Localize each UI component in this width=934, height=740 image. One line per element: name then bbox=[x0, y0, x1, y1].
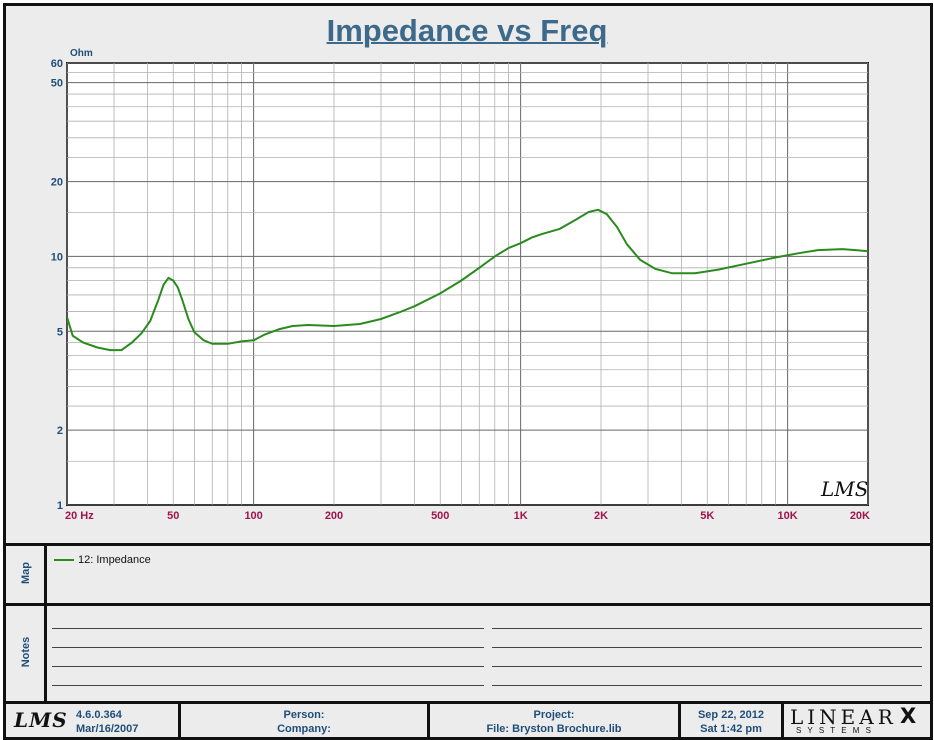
footer-project-cell: Project: File: Bryston Brochure.lib bbox=[430, 704, 681, 737]
footer: LMS 4.6.0.364 Mar/16/2007 Person: Compan… bbox=[6, 704, 930, 737]
x-tick-label: 10K bbox=[778, 510, 798, 522]
y-tick-label: 50 bbox=[51, 78, 63, 90]
note-line[interactable] bbox=[492, 685, 922, 686]
y-tick-label: 5 bbox=[57, 326, 63, 338]
map-section: Map 12: Impedance bbox=[6, 543, 930, 606]
x-tick-label: 500 bbox=[431, 510, 449, 522]
project-label: Project: bbox=[533, 709, 575, 721]
time: Sat 1:42 pm bbox=[700, 723, 762, 735]
date: Sep 22, 2012 bbox=[697, 709, 765, 721]
chart-panel: 60 50 20 10 5 2 1 20 Hz 50 100 200 500 1K 2K 5K 10K 20K… bbox=[6, 6, 930, 546]
x-tick-label: 200 bbox=[325, 510, 343, 522]
x-tick-labels: 20 Hz 50 100 200 500 1K 2K 5K 10K 20K bbox=[65, 510, 870, 522]
footer-date-cell: Sep 22, 2012 Sat 1:42 pm bbox=[681, 704, 784, 737]
footer-person-cell: Person: Company: bbox=[181, 704, 430, 737]
y-tick-label: 60 bbox=[51, 58, 63, 70]
note-line[interactable] bbox=[492, 628, 922, 629]
x-tick-label: 100 bbox=[244, 510, 262, 522]
y-tick-label: 1 bbox=[57, 500, 63, 512]
plot-area bbox=[66, 62, 869, 506]
lms-watermark: LMS bbox=[820, 477, 868, 501]
x-tick-label: 20 Hz bbox=[65, 510, 94, 522]
note-line[interactable] bbox=[52, 628, 484, 629]
linearx-logo: LINEAR X S Y S T E M S bbox=[790, 704, 917, 735]
note-line[interactable] bbox=[492, 647, 922, 648]
y-tick-label: 2 bbox=[57, 425, 63, 437]
file-name: File: Bryston Brochure.lib bbox=[486, 723, 622, 735]
x-tick-label: 50 bbox=[167, 510, 179, 522]
chart-title: Impedance vs Freq bbox=[326, 13, 608, 48]
x-tick-label: 1K bbox=[514, 510, 528, 522]
x-tick-label: 2K bbox=[594, 510, 608, 522]
note-line[interactable] bbox=[52, 647, 484, 648]
notes-section: Notes bbox=[6, 606, 930, 704]
note-line[interactable] bbox=[52, 685, 484, 686]
note-line[interactable] bbox=[52, 666, 484, 667]
impedance-chart: 60 50 20 10 5 2 1 20 Hz 50 100 200 500 1K 2K 5K 10K 20K… bbox=[51, 48, 870, 522]
y-tick-label: 10 bbox=[51, 251, 63, 263]
series-line-impedance bbox=[66, 208, 869, 352]
legend-swatch bbox=[54, 559, 74, 562]
map-side-label: Map bbox=[6, 543, 47, 603]
lms-logo: LMS bbox=[14, 708, 68, 732]
footer-version-cell: LMS 4.6.0.364 Mar/16/2007 bbox=[6, 704, 181, 737]
grid bbox=[66, 62, 869, 506]
x-tick-label: 5K bbox=[700, 510, 714, 522]
version-date: Mar/16/2007 bbox=[76, 723, 139, 735]
y-tick-labels: 60 50 20 10 5 2 1 bbox=[51, 58, 63, 512]
x-tick-label: 20K bbox=[850, 510, 870, 522]
y-axis-label: Ohm bbox=[70, 48, 93, 59]
note-line[interactable] bbox=[492, 666, 922, 667]
y-tick-label: 20 bbox=[51, 177, 63, 189]
company-label: Company: bbox=[277, 723, 331, 735]
version: 4.6.0.364 bbox=[76, 709, 122, 721]
person-label: Person: bbox=[283, 709, 325, 721]
notes-side-label: Notes bbox=[6, 606, 47, 701]
legend-entry-impedance: 12: Impedance bbox=[54, 554, 151, 566]
